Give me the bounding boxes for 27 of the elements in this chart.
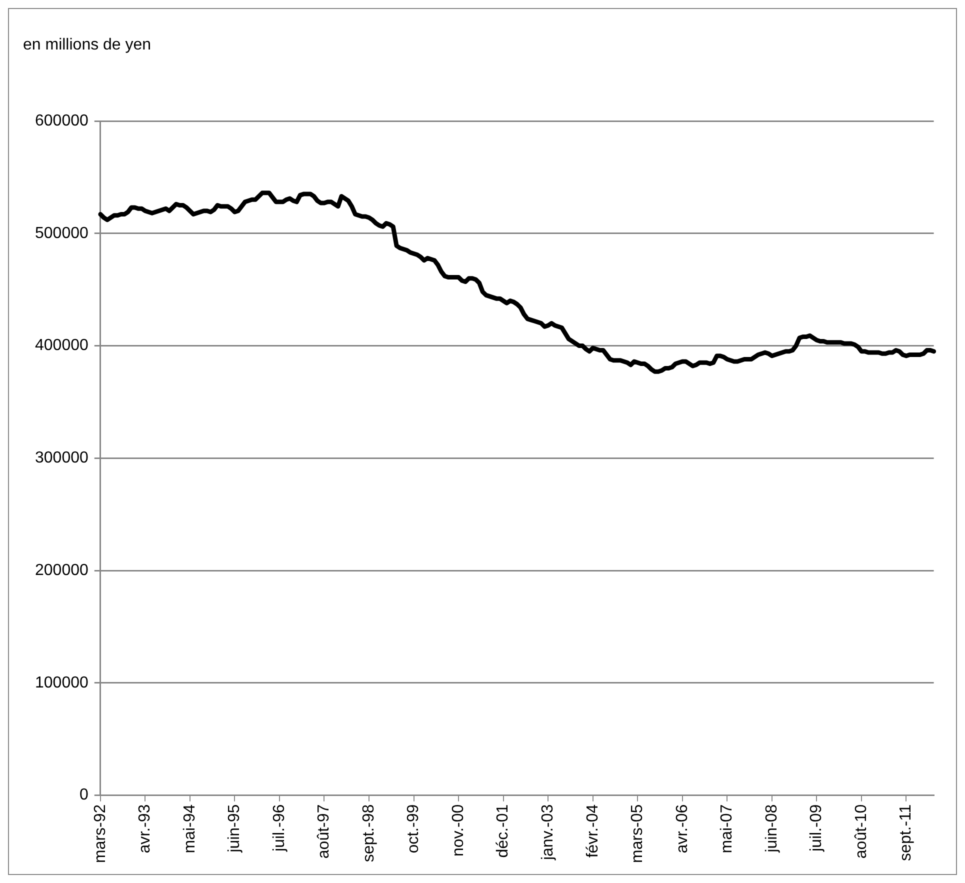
y-tick-label: 100000 [35, 674, 88, 692]
y-tick-label: 600000 [35, 112, 88, 130]
x-tick-label: nov.-00 [450, 804, 467, 857]
x-tick-label: avr.-93 [136, 804, 154, 854]
x-tick-label: mars-92 [92, 804, 109, 864]
x-tick-label: janv.-03 [539, 804, 556, 862]
y-tick-label: 500000 [35, 224, 88, 242]
x-tick-label: févr.-04 [584, 804, 602, 858]
x-tick-label: août-10 [852, 804, 870, 859]
x-tick-label: avr.-06 [674, 804, 691, 854]
x-tick-label: mai-94 [181, 804, 198, 854]
x-tick-label: mars-05 [629, 804, 646, 864]
y-axis-title: en millions de yen [23, 36, 152, 54]
x-tick-label: juin-95 [226, 804, 244, 854]
y-tick-label: 200000 [35, 562, 88, 579]
x-tick-label: sept.-11 [898, 804, 915, 861]
x-tick-label: déc.-01 [494, 804, 512, 858]
y-tick-label: 400000 [35, 337, 88, 354]
x-tick-label: juin-08 [763, 804, 780, 854]
x-tick-label: août-97 [316, 804, 333, 859]
y-tick-label: 300000 [35, 450, 88, 467]
y-tick-label: 0 [79, 786, 88, 804]
x-tick-label: sept.-98 [360, 804, 378, 862]
x-tick-label: oct.-99 [405, 804, 422, 854]
x-tick-label: juil.-96 [270, 804, 288, 852]
x-tick-label: juil.-09 [808, 804, 826, 852]
x-tick-label: mai-07 [718, 804, 736, 854]
